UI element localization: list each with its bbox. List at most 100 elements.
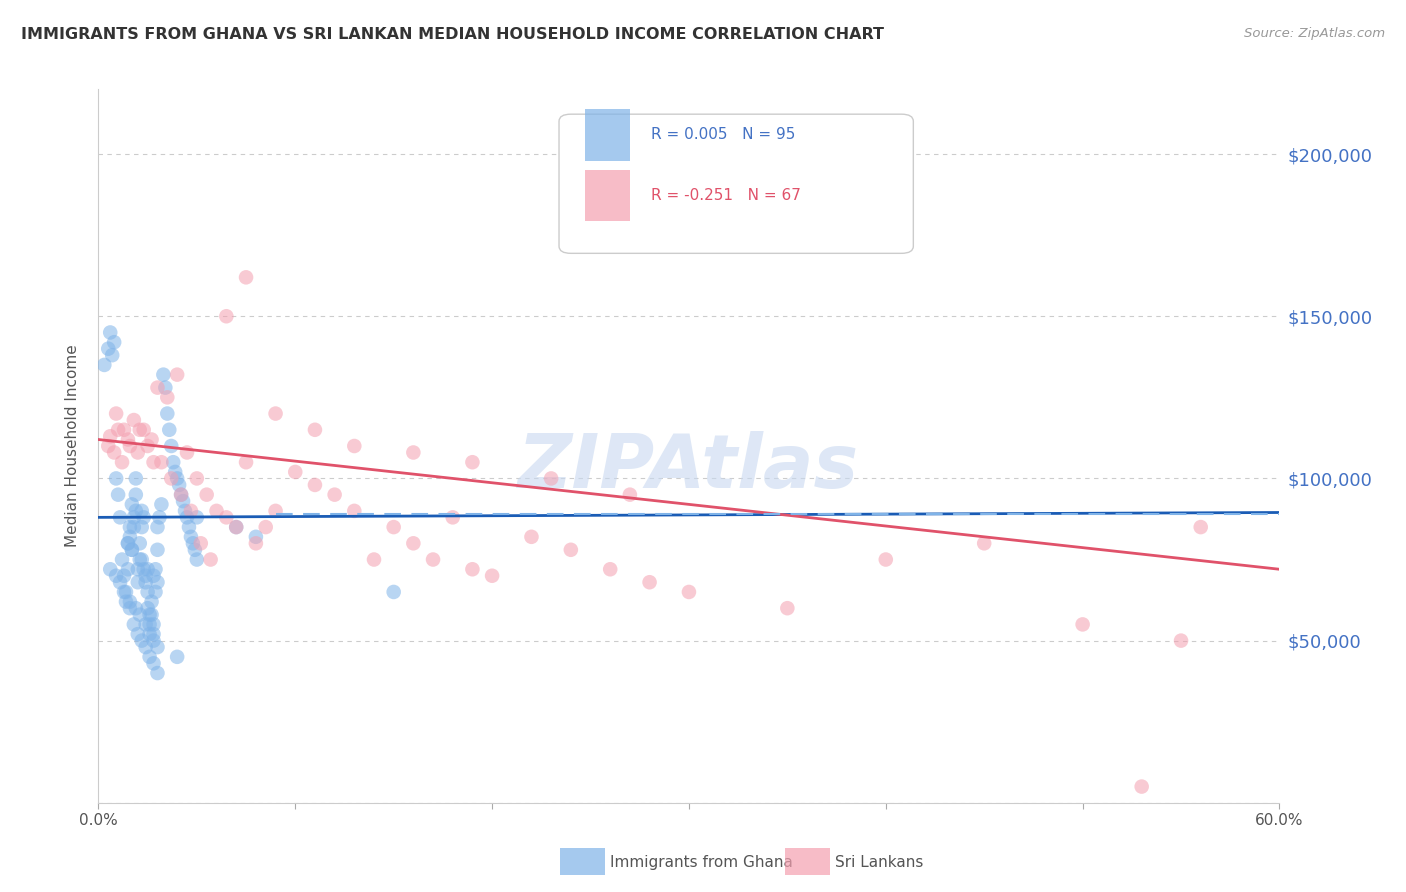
Point <box>142 568 165 582</box>
Point <box>107 423 129 437</box>
Point <box>108 510 131 524</box>
Point <box>235 270 257 285</box>
Point <box>128 607 150 622</box>
Point <box>146 575 169 590</box>
Point <box>540 471 562 485</box>
Point <box>150 497 173 511</box>
Point <box>117 536 139 550</box>
Point <box>264 504 287 518</box>
Point <box>170 488 193 502</box>
Point <box>135 617 157 632</box>
Point <box>108 575 131 590</box>
Point <box>142 627 165 641</box>
Point <box>122 520 145 534</box>
Point <box>97 342 120 356</box>
Point <box>115 595 138 609</box>
Point <box>141 607 163 622</box>
Point <box>128 552 150 566</box>
Point <box>105 407 128 421</box>
Point <box>132 423 155 437</box>
Point <box>225 520 247 534</box>
Point <box>156 390 179 404</box>
Point <box>141 433 163 447</box>
Point <box>156 407 179 421</box>
Point <box>441 510 464 524</box>
Text: ZIPAtlas: ZIPAtlas <box>519 431 859 504</box>
Point <box>93 358 115 372</box>
Point <box>112 568 135 582</box>
Point <box>131 633 153 648</box>
Point <box>127 562 149 576</box>
Point <box>461 455 484 469</box>
Point <box>166 649 188 664</box>
Point <box>170 488 193 502</box>
Point <box>146 640 169 654</box>
Point <box>146 542 169 557</box>
Point <box>520 530 543 544</box>
Point <box>165 465 187 479</box>
Point <box>402 445 425 459</box>
Point <box>138 617 160 632</box>
Point <box>1189 520 1212 534</box>
Point <box>382 520 405 534</box>
Point <box>136 439 159 453</box>
Point <box>128 536 150 550</box>
FancyBboxPatch shape <box>560 114 914 253</box>
Point <box>254 520 277 534</box>
Point <box>112 423 135 437</box>
Point <box>1130 780 1153 794</box>
Point <box>152 368 174 382</box>
Point <box>105 471 128 485</box>
Point <box>127 575 149 590</box>
Point <box>127 627 149 641</box>
Point <box>186 510 208 524</box>
Point <box>162 455 184 469</box>
Point <box>160 471 183 485</box>
Point <box>146 520 169 534</box>
Point <box>190 536 212 550</box>
Point <box>172 494 194 508</box>
Point <box>103 335 125 350</box>
Point <box>118 601 141 615</box>
Point <box>284 465 307 479</box>
Point <box>136 585 159 599</box>
Point <box>125 471 148 485</box>
Point <box>135 575 157 590</box>
Point <box>117 562 139 576</box>
Point <box>245 530 267 544</box>
Point <box>215 510 238 524</box>
Point <box>125 504 148 518</box>
Point <box>121 542 143 557</box>
Point <box>145 585 167 599</box>
Point <box>111 552 134 566</box>
Point <box>122 510 145 524</box>
Point <box>157 423 180 437</box>
Point <box>138 649 160 664</box>
Bar <box>585 109 630 161</box>
Point <box>776 601 799 615</box>
Point <box>166 471 188 485</box>
Point <box>875 552 897 566</box>
Text: R = 0.005   N = 95: R = 0.005 N = 95 <box>651 128 796 143</box>
Point <box>560 542 582 557</box>
Point <box>125 488 148 502</box>
Point <box>205 504 228 518</box>
Point <box>118 530 141 544</box>
Point <box>1071 617 1094 632</box>
Point <box>181 536 204 550</box>
Point <box>121 542 143 557</box>
Point <box>235 455 257 469</box>
Point <box>142 633 165 648</box>
Point <box>117 536 139 550</box>
Point <box>127 445 149 459</box>
Point <box>619 488 641 502</box>
Point <box>304 478 326 492</box>
Point <box>112 585 135 599</box>
Point <box>481 568 503 582</box>
Point <box>160 439 183 453</box>
Text: Immigrants from Ghana: Immigrants from Ghana <box>610 855 793 870</box>
Point <box>146 666 169 681</box>
Point <box>117 433 139 447</box>
Point <box>638 575 661 590</box>
Text: R = -0.251   N = 67: R = -0.251 N = 67 <box>651 188 801 203</box>
